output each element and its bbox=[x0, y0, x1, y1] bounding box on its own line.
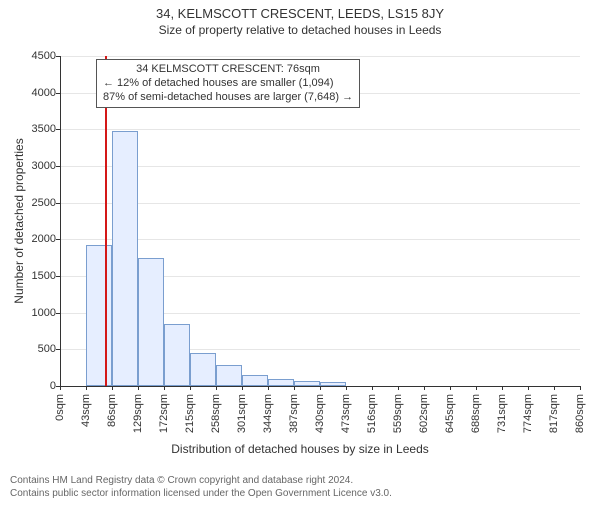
xtick-label: 387sqm bbox=[288, 394, 300, 433]
footer-line-1: Contains HM Land Registry data © Crown c… bbox=[10, 474, 392, 487]
xtick-mark bbox=[190, 386, 191, 390]
xtick-mark bbox=[554, 386, 555, 390]
xtick-label: 86sqm bbox=[106, 394, 118, 427]
histogram-bar bbox=[216, 365, 242, 386]
xtick-label: 602sqm bbox=[418, 394, 430, 433]
footer-line-2: Contains public sector information licen… bbox=[10, 487, 392, 500]
xtick-label: 860sqm bbox=[574, 394, 586, 433]
ytick-label: 2000 bbox=[6, 233, 56, 245]
xtick-label: 473sqm bbox=[340, 394, 352, 433]
xtick-mark bbox=[320, 386, 321, 390]
ytick-label: 3500 bbox=[6, 123, 56, 135]
xtick-mark bbox=[346, 386, 347, 390]
xtick-label: 172sqm bbox=[158, 394, 170, 433]
xtick-mark bbox=[86, 386, 87, 390]
gridline bbox=[60, 239, 580, 240]
xtick-label: 688sqm bbox=[470, 394, 482, 433]
page-title: 34, KELMSCOTT CRESCENT, LEEDS, LS15 8JY bbox=[0, 6, 600, 21]
xtick-label: 344sqm bbox=[262, 394, 274, 433]
ytick-label: 500 bbox=[6, 343, 56, 355]
xtick-mark bbox=[268, 386, 269, 390]
histogram-bar bbox=[190, 353, 216, 386]
ytick-label: 4000 bbox=[6, 87, 56, 99]
ytick-mark bbox=[56, 166, 60, 167]
xtick-mark bbox=[294, 386, 295, 390]
xtick-label: 731sqm bbox=[496, 394, 508, 433]
annotation-line: 87% of semi-detached houses are larger (… bbox=[103, 91, 353, 105]
xtick-label: 516sqm bbox=[366, 394, 378, 433]
x-axis-label: Distribution of detached houses by size … bbox=[0, 442, 600, 456]
xtick-mark bbox=[164, 386, 165, 390]
ytick-mark bbox=[56, 313, 60, 314]
y-axis-line bbox=[60, 56, 61, 386]
xtick-mark bbox=[112, 386, 113, 390]
ytick-mark bbox=[56, 93, 60, 94]
annotation-box: 34 KELMSCOTT CRESCENT: 76sqm← 12% of det… bbox=[96, 59, 360, 108]
xtick-mark bbox=[242, 386, 243, 390]
annotation-line: 34 KELMSCOTT CRESCENT: 76sqm bbox=[103, 63, 353, 77]
ytick-label: 1500 bbox=[6, 270, 56, 282]
ytick-label: 0 bbox=[6, 380, 56, 392]
ytick-label: 1000 bbox=[6, 307, 56, 319]
xtick-label: 645sqm bbox=[444, 394, 456, 433]
xtick-mark bbox=[216, 386, 217, 390]
histogram-bar bbox=[268, 379, 294, 386]
histogram-bar bbox=[138, 258, 164, 386]
histogram-bar bbox=[242, 375, 268, 386]
xtick-label: 129sqm bbox=[132, 394, 144, 433]
gridline bbox=[60, 56, 580, 57]
histogram-bar bbox=[164, 324, 190, 386]
ytick-label: 3000 bbox=[6, 160, 56, 172]
xtick-mark bbox=[476, 386, 477, 390]
gridline bbox=[60, 166, 580, 167]
ytick-mark bbox=[56, 349, 60, 350]
chart: Number of detached properties 34 KELMSCO… bbox=[0, 46, 600, 446]
xtick-mark bbox=[138, 386, 139, 390]
histogram-bar bbox=[112, 131, 138, 386]
ytick-mark bbox=[56, 129, 60, 130]
xtick-label: 774sqm bbox=[522, 394, 534, 433]
xtick-label: 258sqm bbox=[210, 394, 222, 433]
xtick-label: 430sqm bbox=[314, 394, 326, 433]
histogram-bar bbox=[86, 245, 112, 386]
xtick-mark bbox=[60, 386, 61, 390]
xtick-mark bbox=[580, 386, 581, 390]
plot-area: 34 KELMSCOTT CRESCENT: 76sqm← 12% of det… bbox=[60, 56, 580, 386]
ytick-mark bbox=[56, 203, 60, 204]
xtick-mark bbox=[424, 386, 425, 390]
xtick-label: 817sqm bbox=[548, 394, 560, 433]
xtick-label: 43sqm bbox=[80, 394, 92, 427]
gridline bbox=[60, 129, 580, 130]
ytick-label: 4500 bbox=[6, 50, 56, 62]
page-subtitle: Size of property relative to detached ho… bbox=[0, 23, 600, 37]
xtick-mark bbox=[398, 386, 399, 390]
xtick-mark bbox=[372, 386, 373, 390]
xtick-mark bbox=[528, 386, 529, 390]
xtick-mark bbox=[450, 386, 451, 390]
xtick-label: 215sqm bbox=[184, 394, 196, 433]
ytick-mark bbox=[56, 56, 60, 57]
ytick-mark bbox=[56, 276, 60, 277]
ytick-mark bbox=[56, 239, 60, 240]
xtick-mark bbox=[502, 386, 503, 390]
xtick-label: 301sqm bbox=[236, 394, 248, 433]
ytick-label: 2500 bbox=[6, 197, 56, 209]
annotation-line: ← 12% of detached houses are smaller (1,… bbox=[103, 77, 353, 91]
xtick-label: 559sqm bbox=[392, 394, 404, 433]
xtick-label: 0sqm bbox=[54, 394, 66, 421]
gridline bbox=[60, 203, 580, 204]
footer: Contains HM Land Registry data © Crown c… bbox=[10, 474, 392, 500]
